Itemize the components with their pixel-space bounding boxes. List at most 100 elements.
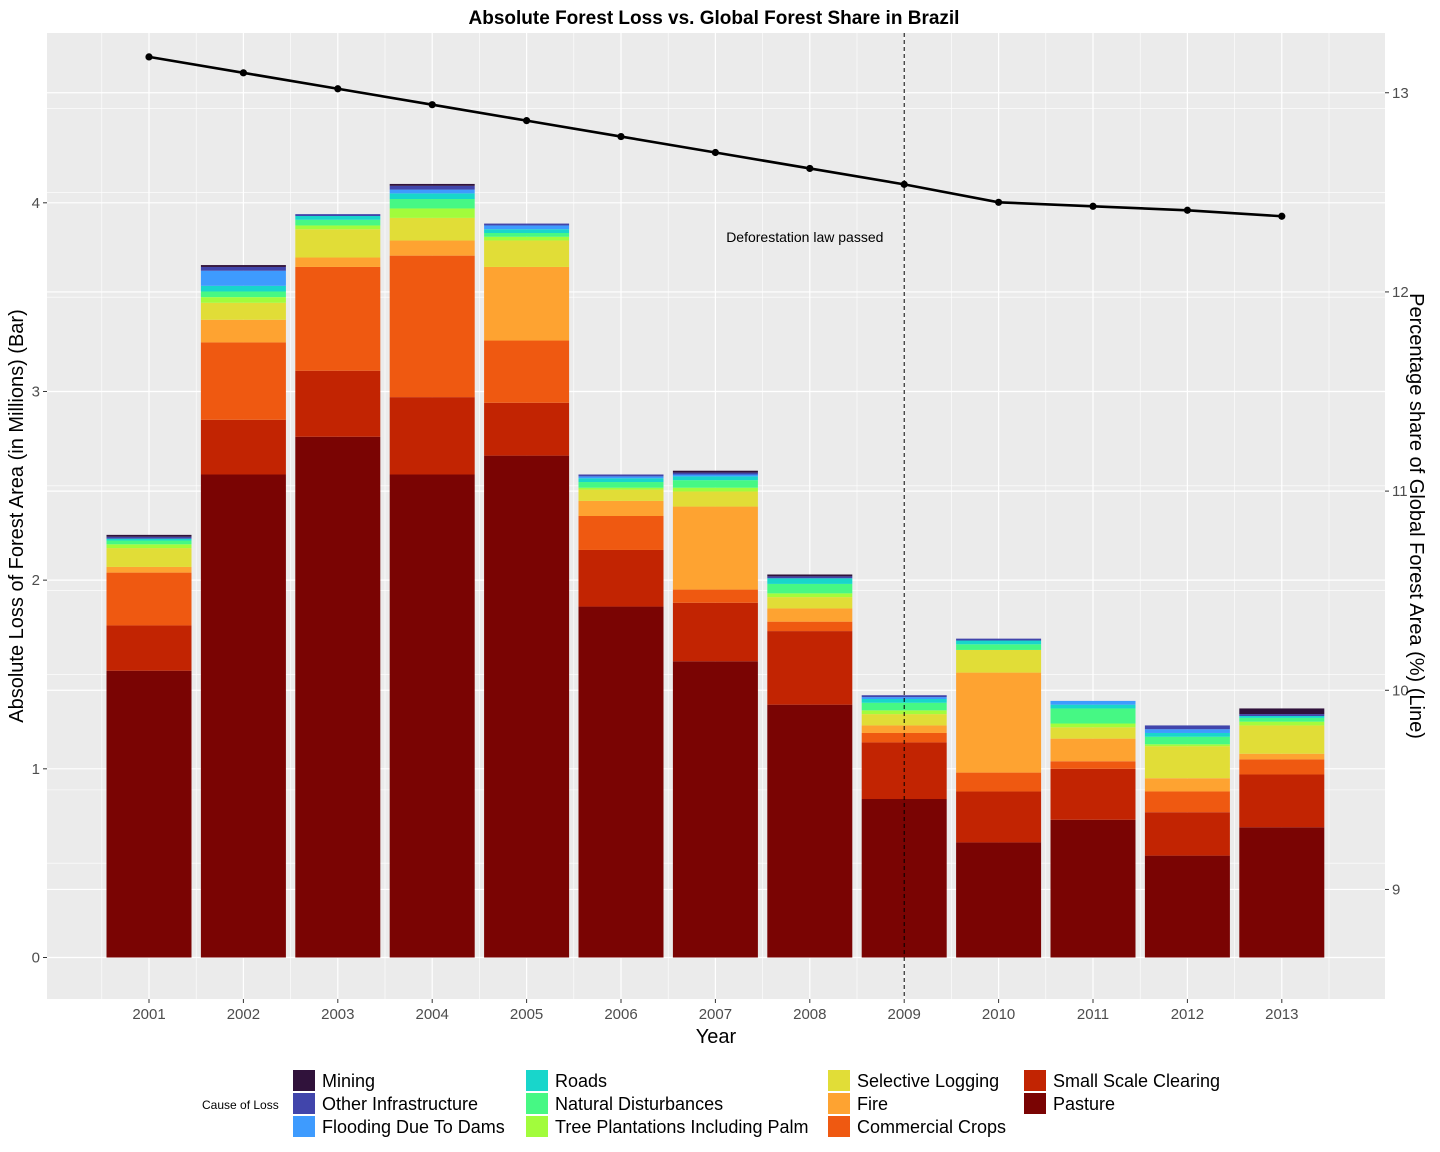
bar-small-scale-clearing-2005 — [484, 402, 570, 456]
legend-swatch-tree-plantations-including-palm — [526, 1116, 548, 1137]
bar-selective-logging-2005 — [484, 240, 570, 267]
bar-mining-2007 — [672, 470, 758, 473]
bar-roads-2002 — [200, 285, 286, 292]
left-tick-label: 0 — [32, 949, 40, 966]
bar-small-scale-clearing-2001 — [106, 625, 192, 671]
bar-fire-2010 — [956, 672, 1042, 773]
bar-tree-plantations-including-palm-2003 — [295, 225, 381, 230]
bar-natural-disturbances-2007 — [672, 480, 758, 488]
bar-tree-plantations-including-palm-2011 — [1050, 723, 1136, 728]
bar-fire-2012 — [1144, 778, 1230, 792]
bar-fire-2002 — [200, 319, 286, 343]
legend-swatch-pasture — [1024, 1093, 1046, 1114]
share-point-2005 — [523, 117, 531, 125]
legend-swatch-commercial-crops — [828, 1116, 850, 1137]
bar-natural-disturbances-2005 — [484, 232, 570, 237]
bar-natural-disturbances-2012 — [1144, 736, 1230, 745]
bar-commercial-crops-2005 — [484, 340, 570, 403]
bar-natural-disturbances-2004 — [389, 199, 475, 209]
bar-tree-plantations-including-palm-2002 — [200, 297, 286, 303]
bar-pasture-2003 — [295, 436, 381, 958]
bar-natural-disturbances-2011 — [1050, 708, 1136, 724]
bar-fire-2001 — [106, 566, 192, 573]
bar-fire-2007 — [672, 506, 758, 590]
bar-small-scale-clearing-2004 — [389, 397, 475, 475]
x-axis: 2001 2002 2003 2004 2005 2006 2007 2008 2009 2010… — [132, 999, 1298, 1023]
x-tick-label-2001: 2001 — [132, 1006, 165, 1023]
bar-pasture-2004 — [389, 474, 475, 958]
bar-pasture-2012 — [1144, 855, 1230, 958]
share-line-group — [145, 53, 1286, 220]
bar-natural-disturbances-2003 — [295, 219, 381, 226]
legend-swatch-small-scale-clearing — [1024, 1070, 1046, 1091]
x-tick-label-2003: 2003 — [321, 1006, 354, 1023]
share-point-2004 — [428, 101, 436, 109]
bar-mining-2004 — [389, 183, 475, 186]
bar-roads-2001 — [106, 538, 192, 541]
bar-fire-2011 — [1050, 738, 1136, 762]
legend-label-tree-plantations-including-palm: Tree Plantations Including Palm — [555, 1117, 808, 1137]
chart-title: Absolute Forest Loss vs. Global Forest S… — [469, 8, 960, 29]
bar-tree-plantations-including-palm-2004 — [389, 208, 475, 218]
bar-commercial-crops-2013 — [1239, 759, 1325, 775]
bar-other-infrastructure-2007 — [672, 472, 758, 475]
bar-selective-logging-2008 — [767, 597, 853, 609]
bar-pasture-2007 — [672, 661, 758, 958]
legend-swatch-other-infrastructure — [293, 1093, 315, 1114]
bar-pasture-2010 — [956, 842, 1042, 958]
bar-pasture-2009 — [861, 799, 947, 958]
x-tick-label-2006: 2006 — [604, 1006, 637, 1023]
bar-other-infrastructure-2005 — [484, 223, 570, 226]
bar-natural-disturbances-2002 — [200, 291, 286, 298]
bar-other-infrastructure-2013 — [1239, 714, 1325, 716]
bar-fire-2004 — [389, 240, 475, 256]
bar-flooding-due-to-dams-2006 — [578, 476, 664, 479]
bar-commercial-crops-2003 — [295, 266, 381, 371]
bar-flooding-due-to-dams-2012 — [1144, 729, 1230, 733]
x-tick-label-2004: 2004 — [416, 1006, 449, 1023]
x-tick-label-2002: 2002 — [227, 1006, 260, 1023]
bar-commercial-crops-2010 — [956, 772, 1042, 792]
bar-commercial-crops-2008 — [767, 621, 853, 632]
bar-tree-plantations-including-palm-2005 — [484, 236, 570, 241]
bar-small-scale-clearing-2013 — [1239, 774, 1325, 828]
bar-pasture-2008 — [767, 704, 853, 958]
bar-small-scale-clearing-2006 — [578, 549, 664, 607]
x-tick-label-2007: 2007 — [699, 1006, 732, 1023]
left-tick-label: 1 — [32, 761, 40, 778]
legend-label-small-scale-clearing: Small Scale Clearing — [1053, 1071, 1220, 1091]
bar-pasture-2001 — [106, 670, 192, 958]
left-y-axis: 0 1 2 3 4 — [32, 195, 47, 966]
bar-tree-plantations-including-palm-2013 — [1239, 721, 1325, 726]
legend-label-fire: Fire — [857, 1094, 888, 1114]
bar-tree-plantations-including-palm-2008 — [767, 593, 853, 598]
legend-swatch-mining — [293, 1070, 315, 1091]
bar-commercial-crops-2006 — [578, 516, 664, 550]
bar-fire-2003 — [295, 257, 381, 267]
bars-group — [106, 183, 1325, 958]
legend-label-natural-disturbances: Natural Disturbances — [555, 1094, 723, 1114]
bar-roads-2012 — [1144, 732, 1230, 737]
bar-roads-2013 — [1239, 715, 1325, 718]
share-point-2001 — [145, 53, 153, 61]
bar-commercial-crops-2011 — [1050, 761, 1136, 769]
bar-selective-logging-2010 — [956, 649, 1042, 673]
bar-selective-logging-2002 — [200, 302, 286, 320]
bar-fire-2005 — [484, 266, 570, 341]
share-point-2003 — [334, 85, 342, 93]
legend-label-flooding-due-to-dams: Flooding Due To Dams — [322, 1117, 505, 1137]
bar-selective-logging-2013 — [1239, 725, 1325, 754]
bar-mining-2013 — [1239, 708, 1325, 715]
legend-label-commercial-crops: Commercial Crops — [857, 1117, 1006, 1137]
bar-mining-2002 — [200, 265, 286, 267]
bar-pasture-2013 — [1239, 827, 1325, 958]
left-tick-label: 2 — [32, 572, 40, 589]
legend-swatch-fire — [828, 1093, 850, 1114]
bar-small-scale-clearing-2010 — [956, 791, 1042, 843]
bar-tree-plantations-including-palm-2007 — [672, 487, 758, 492]
bar-selective-logging-2003 — [295, 229, 381, 258]
x-axis-title: Year — [696, 1026, 737, 1048]
annotations-group: Deforestation law passed — [726, 33, 905, 999]
legend-label-selective-logging: Selective Logging — [857, 1071, 999, 1091]
